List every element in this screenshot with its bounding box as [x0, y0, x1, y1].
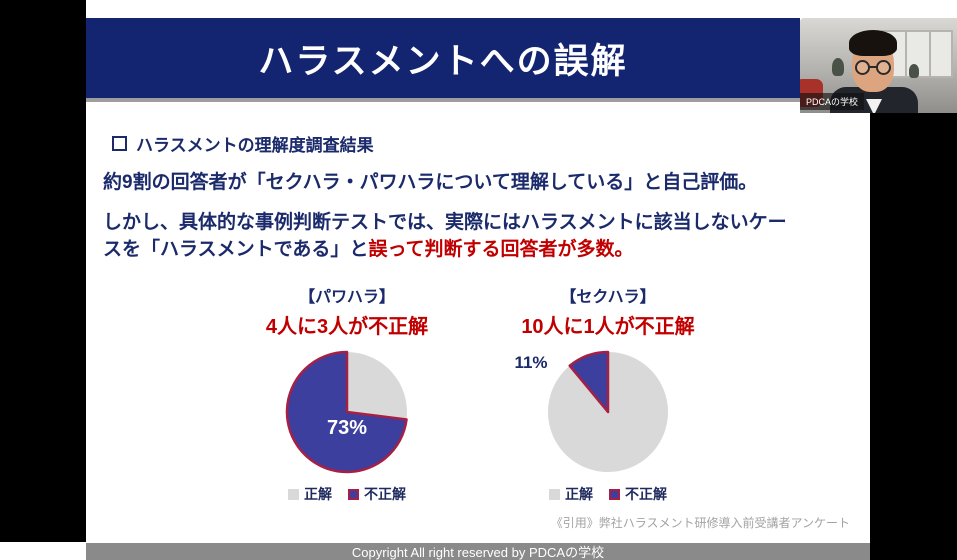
paragraph2-line2-navy: スを「ハラスメントである」と — [103, 239, 369, 260]
pie-chart-powahara: 73% — [282, 347, 412, 477]
citation-text: 《引用》弊社ハラスメント研修導入前受講者アンケート — [550, 516, 850, 530]
legend-item-incorrect: 不正解 — [348, 484, 406, 504]
title-bar-shadow — [86, 98, 800, 102]
checkbox-icon — [112, 136, 127, 151]
section-heading: ハラスメントの理解度調査結果 — [112, 131, 374, 156]
chart-powahara: 【パワハラ】 4人に3人が不正解 73% 正解 不正解 — [232, 283, 462, 504]
legend-powahara: 正解 不正解 — [232, 484, 462, 504]
glasses-lens-left — [855, 60, 870, 75]
glasses-icon — [855, 60, 891, 75]
legend-swatch-correct — [288, 488, 299, 500]
pie-slice-不正解 — [568, 350, 610, 414]
footer-bar: Copyright All right reserved by PDCAの学校 — [86, 543, 870, 560]
pie-chart-powahara-svg — [285, 350, 408, 474]
body-paragraph-1: 約9割の回答者が「セクハラ・パワハラについて理解している」と自己評価。 — [103, 172, 758, 193]
paragraph2-line1: しかし、具体的な事例判断テストでは、実際にはハラスメントに該当しないケー — [103, 212, 787, 233]
legend-item-correct: 正解 — [288, 484, 332, 504]
chart-sekuhara-title: 【セクハラ】 — [560, 289, 656, 306]
chart-sekuhara: 【セクハラ】 10人に1人が不正解 11% 正解 不正解 — [493, 283, 723, 504]
legend-item-correct: 正解 — [549, 484, 593, 504]
letterbox-left — [0, 0, 86, 542]
legend-label-correct: 正解 — [565, 486, 593, 502]
pie-data-label-sekuhara: 11% — [514, 353, 548, 372]
presenter-hair — [849, 30, 897, 56]
legend-label-incorrect: 不正解 — [625, 486, 667, 502]
footer-text: Copyright All right reserved by PDCAの学校 — [351, 545, 605, 560]
body-paragraph-2: しかし、具体的な事例判断テストでは、実際にはハラスメントに該当しないケー スを「… — [103, 209, 865, 263]
office-plant — [832, 58, 844, 76]
legend-swatch-incorrect — [609, 488, 620, 500]
chart-sekuhara-subtitle: 10人に1人が不正解 — [521, 316, 695, 338]
section-heading-text: ハラスメントの理解度調査結果 — [136, 136, 374, 155]
paragraph2-line2-red: 誤って判断する回答者が多数。 — [368, 239, 634, 260]
glasses-lens-right — [876, 60, 891, 75]
legend-item-incorrect: 不正解 — [609, 484, 667, 504]
pie-data-label-powahara: 73% — [326, 417, 368, 439]
slide-title-bar: ハラスメントへの誤解 — [86, 18, 800, 98]
legend-sekuhara: 正解 不正解 — [493, 484, 723, 504]
slide-title: ハラスメントへの誤解 — [258, 41, 628, 81]
pie-chart-sekuhara-svg — [547, 350, 668, 472]
pie-slice-正解 — [347, 352, 408, 420]
chart-powahara-subtitle: 4人に3人が不正解 — [265, 316, 429, 338]
legend-swatch-incorrect — [348, 488, 359, 500]
pie-slice-不正解 — [285, 350, 408, 474]
webcam-tile: PDCAの学校 — [800, 18, 957, 113]
legend-label-correct: 正解 — [304, 486, 332, 502]
chart-powahara-title: 【パワハラ】 — [299, 289, 395, 306]
office-plant — [909, 64, 919, 78]
legend-swatch-correct — [549, 488, 560, 500]
letterbox-right — [870, 113, 957, 560]
pie-chart-sekuhara: 11% — [514, 347, 673, 477]
webcam-name-label: PDCAの学校 — [800, 93, 865, 110]
glasses-bridge — [869, 66, 877, 68]
legend-label-incorrect: 不正解 — [364, 486, 406, 502]
